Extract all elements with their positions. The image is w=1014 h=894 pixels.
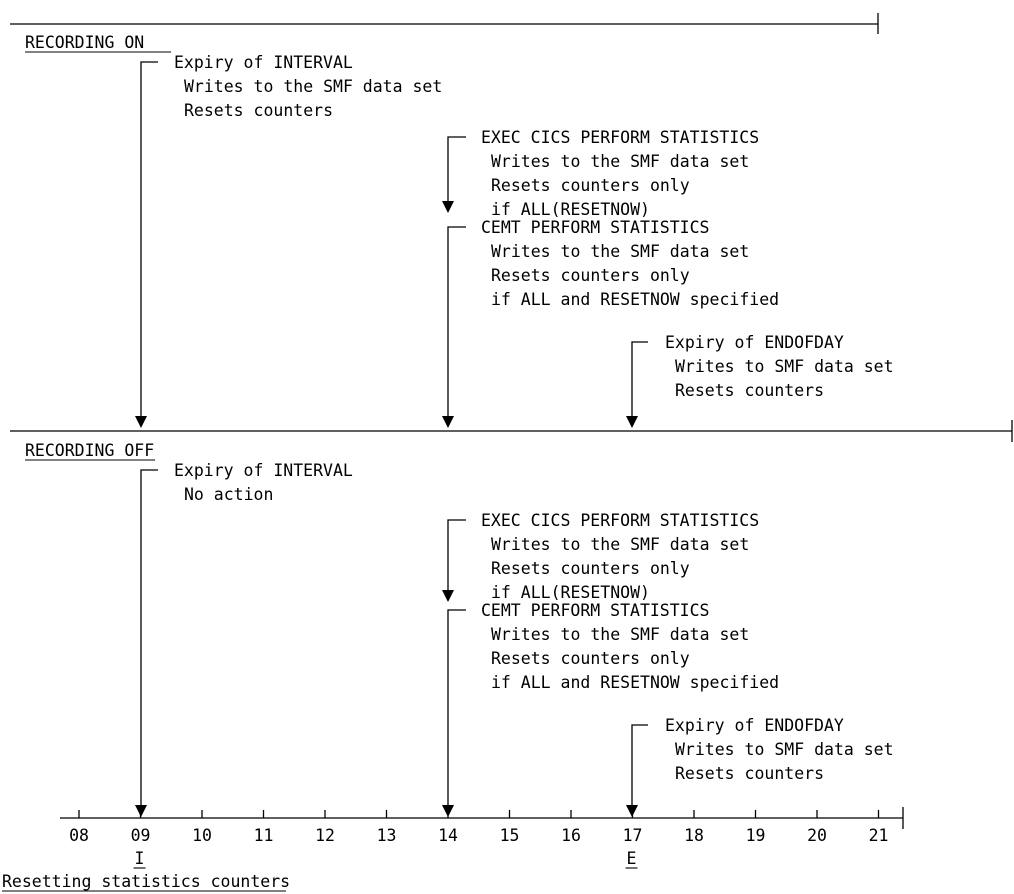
on-cemt-connector	[447, 226, 466, 416]
timeline-marker-label: E	[627, 849, 637, 868]
on-endofday-connector	[631, 341, 648, 416]
timeline-tick-label: 19	[746, 826, 766, 845]
on-endofday-line-2: Resets counters	[675, 381, 824, 400]
off-endofday-title: Expiry of ENDOFDAY	[665, 716, 844, 735]
off-interval-title: Expiry of INTERVAL	[174, 461, 353, 480]
off-cemt-line-3: if ALL and RESETNOW specified	[491, 673, 779, 692]
off-exec-cics-event: EXEC CICS PERFORM STATISTICS Writes to t…	[442, 511, 759, 602]
timeline-tick-label: 13	[377, 826, 397, 845]
timeline-marker-label: I	[135, 849, 145, 868]
off-cemt-connector	[447, 609, 466, 805]
timeline-tick-label: 11	[254, 826, 274, 845]
timeline-tick-label: 08	[69, 826, 89, 845]
on-interval-event: Expiry of INTERVAL Writes to the SMF dat…	[135, 53, 442, 428]
off-exec-line-2: Resets counters only	[491, 559, 690, 578]
off-cemt-event: CEMT PERFORM STATISTICS Writes to the SM…	[442, 601, 779, 817]
on-endofday-title: Expiry of ENDOFDAY	[665, 333, 844, 352]
on-interval-line-2: Resets counters	[184, 101, 333, 120]
on-interval-title: Expiry of INTERVAL	[174, 53, 353, 72]
on-endofday-event: Expiry of ENDOFDAY Writes to SMF data se…	[626, 333, 894, 428]
off-cemt-title: CEMT PERFORM STATISTICS	[481, 601, 709, 620]
timeline-tick-label: 18	[684, 826, 704, 845]
on-exec-cics-event: EXEC CICS PERFORM STATISTICS Writes to t…	[442, 128, 759, 219]
section-recording-off: RECORDING OFF Expiry of INTERVAL No acti…	[25, 441, 894, 817]
off-interval-event: Expiry of INTERVAL No action	[135, 461, 353, 817]
timeline-tick-label: 21	[869, 826, 889, 845]
off-interval-line-1: No action	[184, 485, 273, 504]
recording-on-heading: RECORDING ON	[25, 33, 144, 52]
on-cemt-event: CEMT PERFORM STATISTICS Writes to the SM…	[442, 218, 779, 428]
timeline-tick-label: 17	[623, 826, 643, 845]
on-exec-title: EXEC CICS PERFORM STATISTICS	[481, 128, 759, 147]
recording-off-heading: RECORDING OFF	[25, 441, 154, 460]
diagram-caption: Resetting statistics counters	[2, 872, 290, 891]
off-exec-connector	[447, 519, 466, 590]
off-endofday-connector	[631, 724, 648, 805]
timeline-tick-label: 10	[192, 826, 212, 845]
timeline-tick-label: 12	[315, 826, 335, 845]
off-endofday-line-2: Resets counters	[675, 764, 824, 783]
timeline-tick-label: 09	[131, 826, 151, 845]
timeline-tick-label: 20	[807, 826, 827, 845]
on-endofday-line-1: Writes to SMF data set	[675, 357, 894, 376]
off-endofday-event: Expiry of ENDOFDAY Writes to SMF data se…	[626, 716, 894, 817]
off-interval-connector	[140, 469, 158, 805]
on-interval-connector	[140, 61, 158, 416]
on-cemt-line-2: Resets counters only	[491, 266, 690, 285]
arrow-down-icon	[442, 416, 454, 428]
on-cemt-title: CEMT PERFORM STATISTICS	[481, 218, 709, 237]
arrow-down-icon	[626, 416, 638, 428]
timeline-tick-label: 15	[500, 826, 520, 845]
timeline-ticks: 08 09 10 11 12 13 14 15 16 17 18 19 20 21	[69, 810, 888, 845]
off-exec-title: EXEC CICS PERFORM STATISTICS	[481, 511, 759, 530]
arrow-down-icon	[442, 201, 454, 213]
on-cemt-line-3: if ALL and RESETNOW specified	[491, 290, 779, 309]
off-endofday-line-1: Writes to SMF data set	[675, 740, 894, 759]
on-exec-line-1: Writes to the SMF data set	[491, 152, 749, 171]
section-recording-on: RECORDING ON Expiry of INTERVAL Writes t…	[25, 33, 894, 428]
off-exec-line-3: if ALL(RESETNOW)	[491, 583, 650, 602]
timeline-tick-label: 16	[561, 826, 581, 845]
off-cemt-line-2: Resets counters only	[491, 649, 690, 668]
on-exec-line-2: Resets counters only	[491, 176, 690, 195]
arrow-down-icon	[135, 416, 147, 428]
timeline-tick-label: 14	[438, 826, 458, 845]
off-exec-line-1: Writes to the SMF data set	[491, 535, 749, 554]
on-exec-line-3: if ALL(RESETNOW)	[491, 200, 650, 219]
on-cemt-line-1: Writes to the SMF data set	[491, 242, 749, 261]
off-cemt-line-1: Writes to the SMF data set	[491, 625, 749, 644]
arrow-down-icon	[442, 590, 454, 602]
on-interval-line-1: Writes to the SMF data set	[184, 77, 442, 96]
on-exec-connector	[447, 136, 466, 201]
